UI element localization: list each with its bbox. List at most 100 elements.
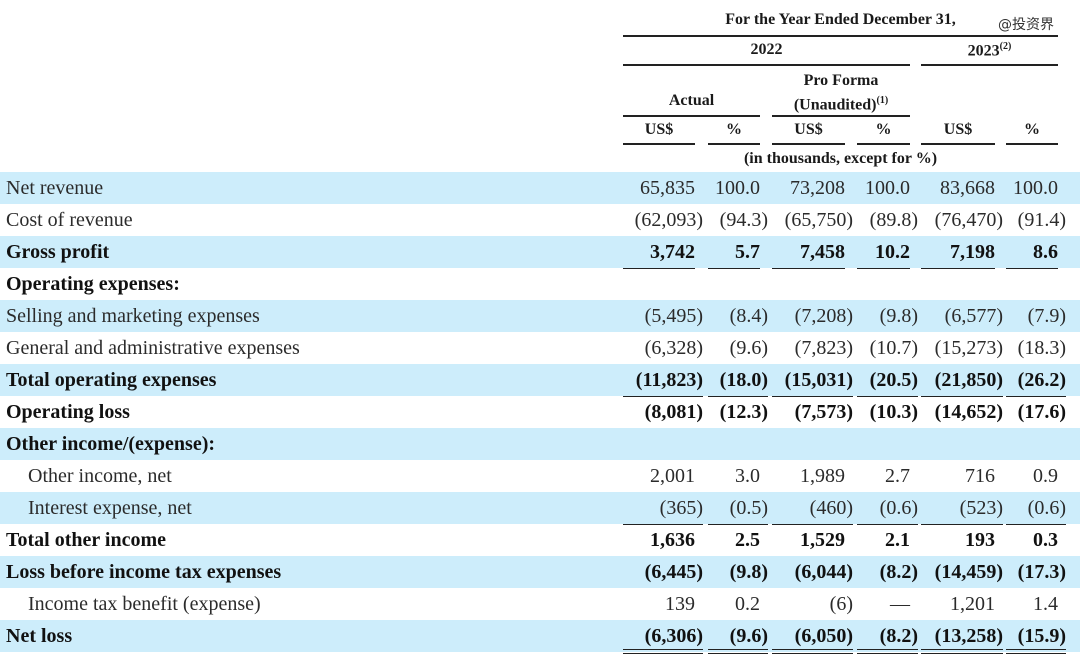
cell-proforma-pct: (9.8)	[879, 305, 918, 327]
cell-proforma-pct: 100.0	[865, 177, 910, 199]
row-label: Cost of revenue	[6, 209, 133, 231]
cell-actual-pct: (9.8)	[729, 561, 768, 583]
cell-actual-usd: (62,093)	[634, 209, 703, 231]
cell-proforma-pct: (20.5)	[857, 369, 918, 397]
cell-actual-pct: 100.0	[715, 177, 760, 199]
cell-proforma-usd: (7,573)	[794, 401, 853, 423]
col-actual-usd: US$	[644, 121, 674, 138]
table-row: Other income/(expense):	[0, 428, 1080, 460]
row-label: Selling and marketing expenses	[6, 305, 260, 327]
cell-actual-usd: 1,636	[623, 529, 695, 557]
cell-2023-pct: 8.6	[1006, 241, 1058, 269]
col-proforma-pct: %	[875, 121, 892, 138]
unaudited-text: (Unaudited)	[793, 96, 877, 114]
table-row: Income tax benefit (expense) 139 0.2 (6) — 1,…	[0, 588, 1080, 621]
cell-actual-usd: 65,835	[640, 177, 695, 199]
cell-proforma-usd: 1,529	[772, 529, 845, 557]
cell-actual-usd: 139	[623, 593, 695, 621]
cell-proforma-usd: (460)	[772, 497, 853, 525]
cell-2023-pct: (15.9)	[1006, 625, 1066, 654]
unaudited-label: (Unaudited)(1)	[772, 91, 910, 115]
table-row: Loss before income tax expenses (6,445) (9…	[0, 556, 1080, 588]
cell-proforma-usd: 7,458	[772, 241, 845, 269]
units-note: (in thousands, except for %)	[743, 150, 938, 167]
row-label: Operating expenses:	[6, 273, 180, 295]
footnote-1: (1)	[876, 95, 889, 106]
table-row: Operating loss (8,081) (12.3) (7,573) (10.3)…	[0, 396, 1080, 428]
cell-actual-usd: (365)	[623, 497, 703, 525]
cell-actual-pct: 2.5	[708, 529, 760, 557]
cell-actual-pct: (9.6)	[708, 625, 768, 654]
cell-proforma-pct: 2.7	[885, 465, 910, 487]
cell-actual-pct: (8.4)	[729, 305, 768, 327]
cell-2023-usd: (21,850)	[921, 369, 1003, 397]
year-2022-header: 2022	[750, 41, 783, 58]
cell-proforma-pct: (8.2)	[857, 625, 918, 654]
cell-actual-usd: 2,001	[650, 465, 695, 487]
cell-proforma-pct: 10.2	[857, 241, 910, 269]
cell-proforma-pct: (0.6)	[857, 497, 918, 525]
cell-proforma-usd: 73,208	[790, 177, 845, 199]
divider	[857, 143, 910, 145]
cell-proforma-pct: (10.3)	[869, 401, 918, 423]
cell-2023-pct: (26.2)	[1006, 369, 1066, 397]
cell-2023-pct: (18.3)	[1006, 337, 1066, 365]
cell-actual-pct: 0.2	[708, 593, 760, 621]
cell-2023-pct: (7.9)	[1027, 305, 1066, 327]
cell-2023-usd: (14,459)	[934, 561, 1003, 583]
cell-actual-usd: (6,445)	[644, 561, 703, 583]
cell-actual-usd: (6,328)	[623, 337, 703, 365]
row-label: Interest expense, net	[28, 497, 192, 519]
divider	[921, 143, 995, 145]
divider	[1006, 143, 1058, 145]
cell-2023-pct: 100.0	[1013, 177, 1058, 199]
cell-2023-usd: (76,470)	[934, 209, 1003, 231]
table-row: Net loss (6,306) (9.6) (6,050) (8.2) (13,258)…	[0, 620, 1080, 654]
cell-2023-usd: 7,198	[921, 241, 995, 269]
divider	[623, 64, 910, 66]
cell-proforma-usd: (7,208)	[794, 305, 853, 327]
cell-2023-usd: (15,273)	[921, 337, 1003, 365]
actual-header: Actual	[668, 92, 715, 109]
pro-forma-label: Pro Forma	[803, 72, 879, 89]
table-row: Selling and marketing expenses (5,495) (8.…	[0, 300, 1080, 332]
row-label: General and administrative expenses	[6, 337, 300, 359]
divider	[623, 115, 760, 117]
cell-actual-usd: (5,495)	[644, 305, 703, 327]
cell-2023-pct: 1.4	[1006, 593, 1058, 621]
cell-actual-pct: 3.0	[735, 465, 760, 487]
cell-2023-usd: 193	[921, 529, 995, 557]
cell-actual-pct: 5.7	[708, 241, 760, 269]
cell-actual-pct: (12.3)	[719, 401, 768, 423]
row-label: Total other income	[6, 529, 166, 551]
cell-2023-usd: (523)	[921, 497, 1003, 525]
cell-proforma-usd: (65,750)	[784, 209, 853, 231]
period-header: For the Year Ended December 31,	[725, 11, 956, 28]
row-label: Net revenue	[6, 177, 104, 199]
cell-2023-pct: (91.4)	[1017, 209, 1066, 231]
cell-2023-usd: (13,258)	[921, 625, 1003, 654]
row-label: Operating loss	[6, 401, 130, 423]
watermark: @投资界	[998, 17, 1054, 33]
cell-2023-pct: (17.6)	[1017, 401, 1066, 423]
footnote-2: (2)	[999, 41, 1012, 52]
cell-actual-pct: (18.0)	[708, 369, 768, 397]
table-row: Net revenue 65,835 100.0 73,208 100.0 83,668 1…	[0, 172, 1080, 204]
cell-proforma-usd: (15,031)	[772, 369, 853, 397]
table-row: Other income, net 2,001 3.0 1,989 2.7 716 0.9	[0, 460, 1080, 492]
cell-actual-pct: (9.6)	[708, 337, 768, 365]
table-row: Interest expense, net (365) (0.5) (460) (0.6…	[0, 492, 1080, 525]
row-label: Income tax benefit (expense)	[28, 593, 261, 615]
cell-2023-usd: (14,652)	[934, 401, 1003, 423]
table-row: Total other income 1,636 2.5 1,529 2.1 193 0.3	[0, 524, 1080, 557]
table-row: Operating expenses:	[0, 268, 1080, 300]
divider	[623, 143, 695, 145]
divider	[921, 64, 1058, 66]
cell-2023-pct: (0.6)	[1006, 497, 1066, 525]
cell-2023-usd: 716	[965, 465, 995, 487]
table-row: Gross profit 3,742 5.7 7,458 10.2 7,198 8.6	[0, 236, 1080, 269]
cell-actual-pct: (0.5)	[708, 497, 768, 525]
cell-proforma-usd: 1,989	[800, 465, 845, 487]
row-label: Net loss	[6, 625, 73, 647]
row-label: Loss before income tax expenses	[6, 561, 282, 583]
